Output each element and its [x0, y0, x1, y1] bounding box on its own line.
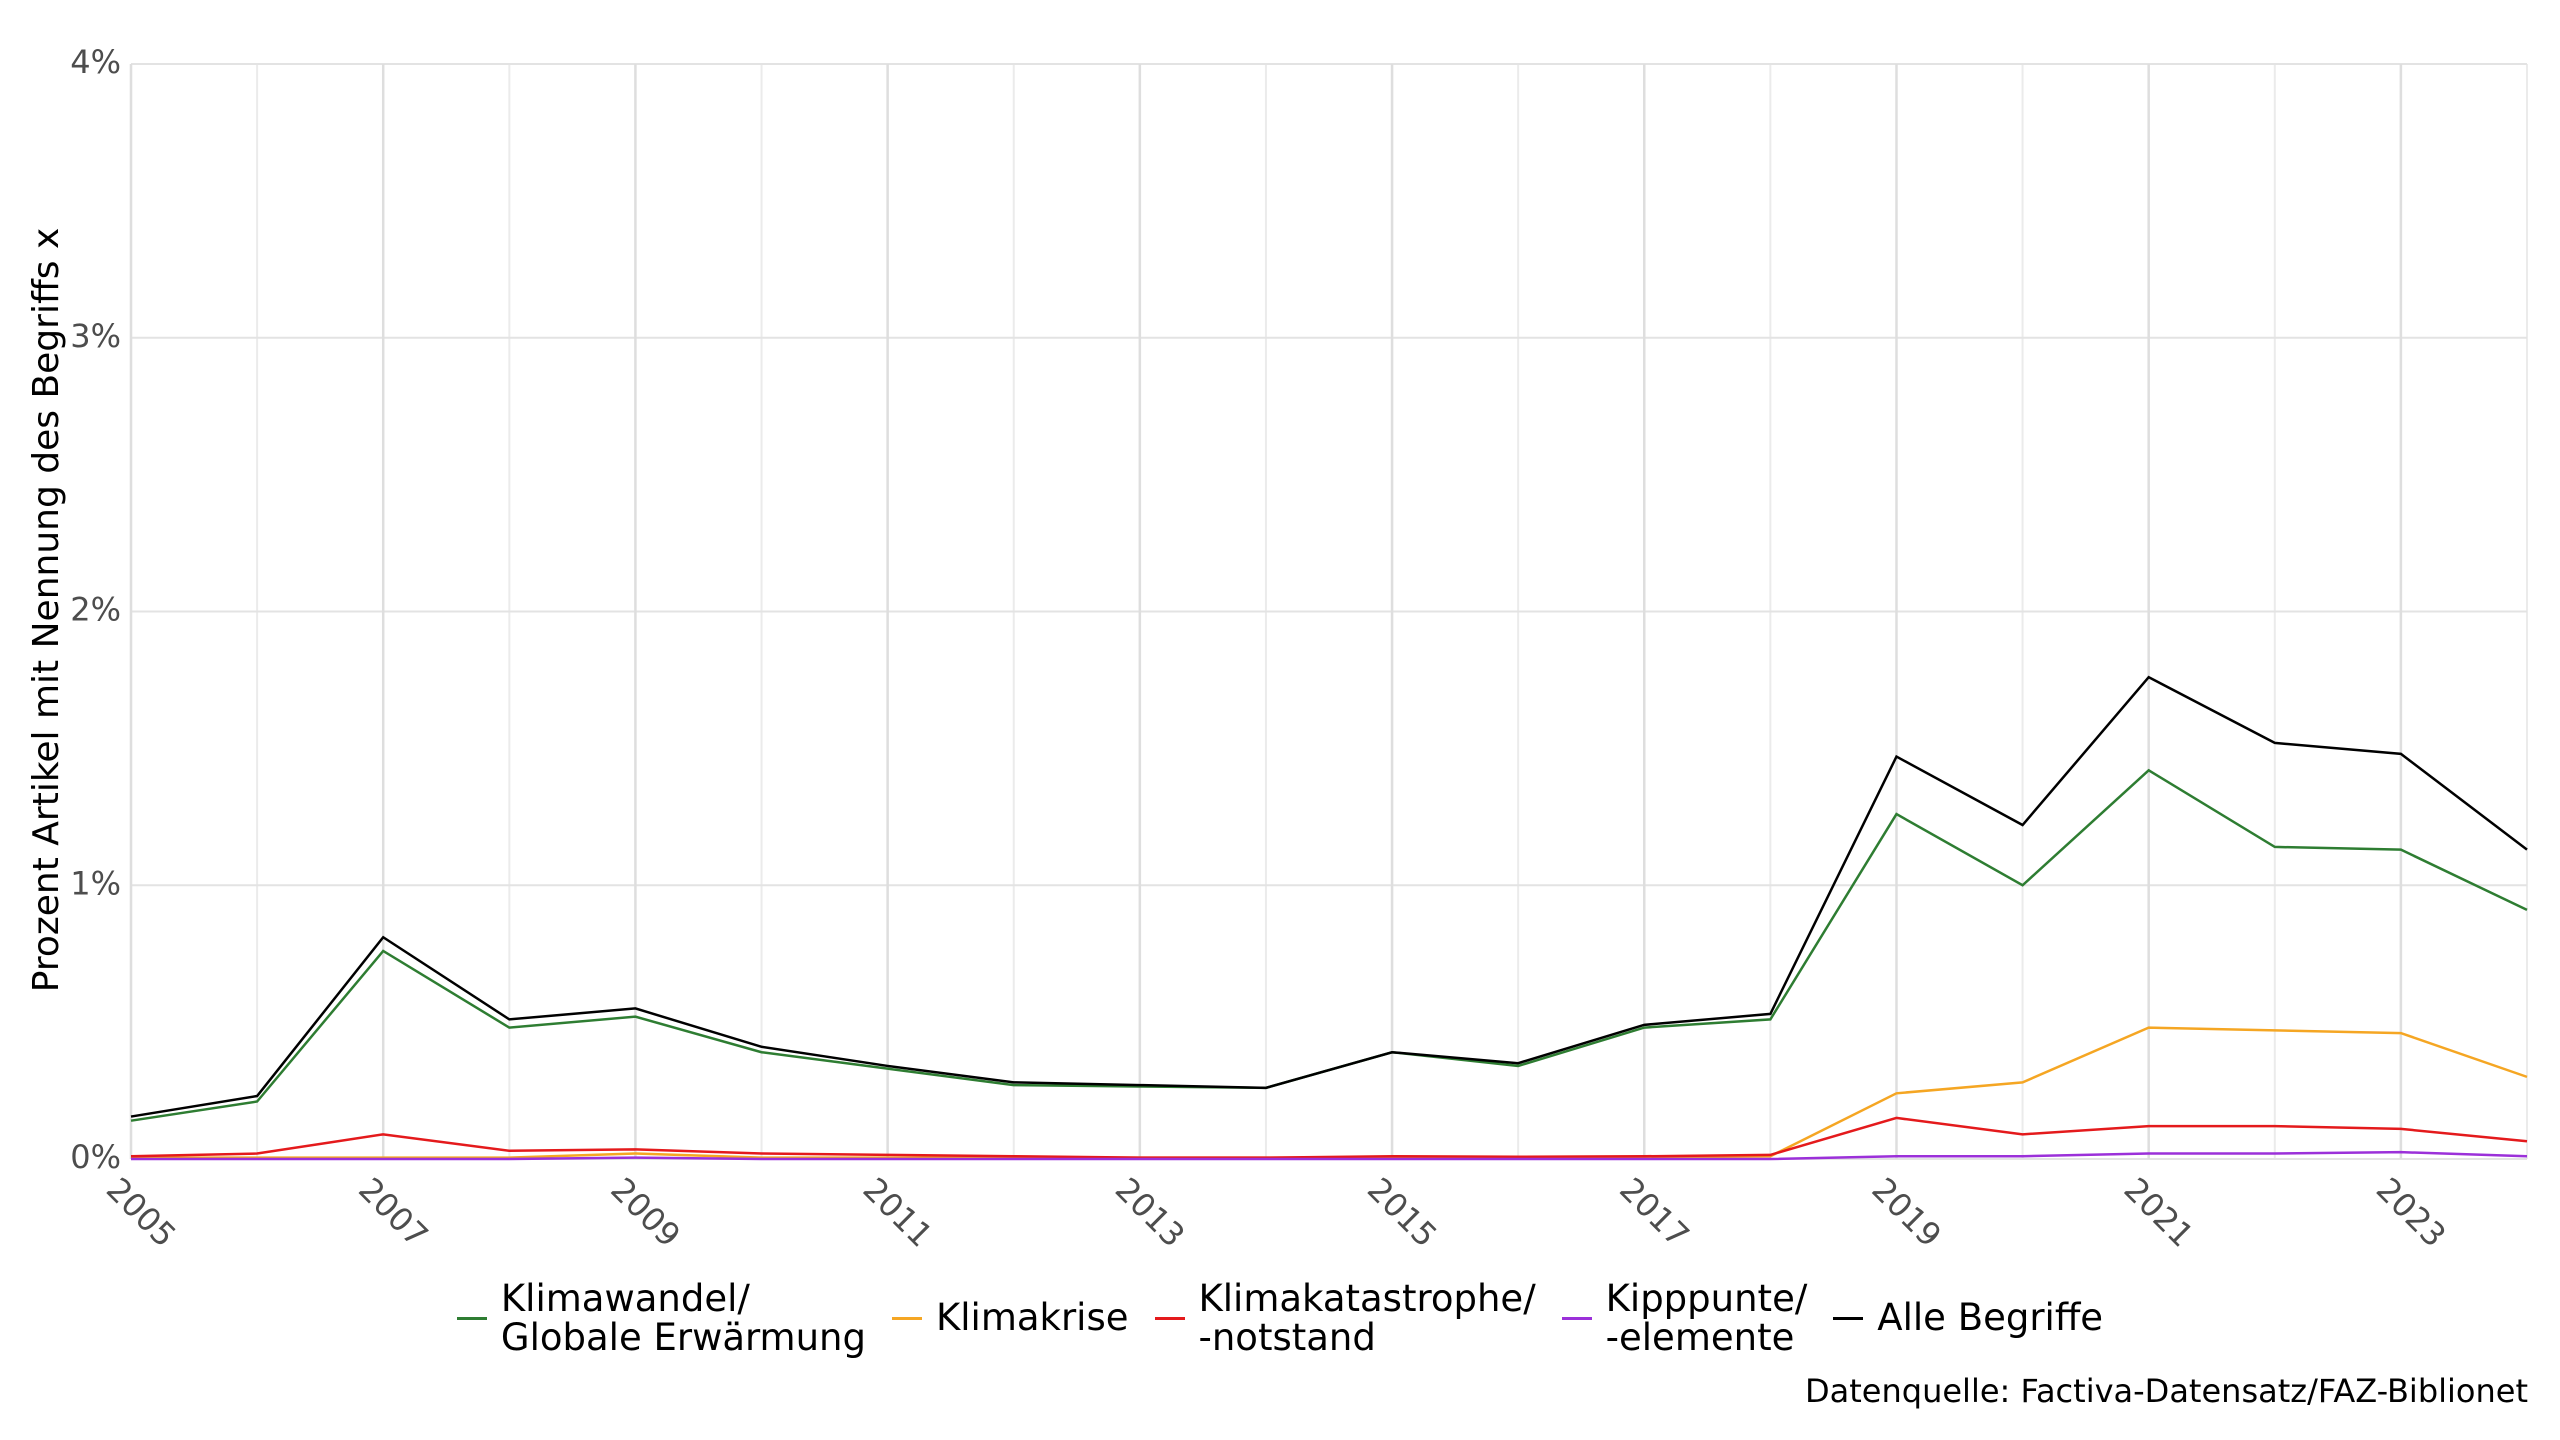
- legend-label: Klimakrise: [936, 1296, 1129, 1340]
- series-line: [130, 1116, 2528, 1159]
- x-tick-label: 2007: [351, 1170, 435, 1254]
- series-line: [131, 1150, 2528, 1161]
- legend-key: [1154, 1317, 1185, 1321]
- y-tick-label: 0%: [70, 1138, 121, 1176]
- legend-label: Kipppunte/ -elemente: [1605, 1277, 1808, 1359]
- y-tick-label: 3%: [70, 317, 121, 355]
- x-tick-label: 2015: [1360, 1170, 1444, 1254]
- x-tick-label: 2009: [603, 1170, 687, 1254]
- legend: Klimawandel/ Globale Erwärmung Klimakrise…: [0, 1277, 2560, 1359]
- series-line: [131, 1026, 2528, 1159]
- legend-item: Klimakrise: [892, 1299, 1129, 1338]
- legend-item: Alle Begriffe: [1833, 1299, 2103, 1338]
- legend-item: Klimawandel/ Globale Erwärmung: [456, 1277, 866, 1359]
- x-tick-label: 2021: [2117, 1170, 2201, 1254]
- x-tick-label: 2023: [2369, 1170, 2453, 1254]
- legend-label: Klimakatastrophe/ -notstand: [1198, 1277, 1536, 1359]
- legend-label: Alle Begriffe: [1877, 1296, 2104, 1340]
- legend-key: [456, 1317, 487, 1321]
- legend-key: [1561, 1317, 1592, 1321]
- legend-key: [1833, 1317, 1864, 1321]
- legend-label: Klimawandel/ Globale Erwärmung: [500, 1277, 866, 1359]
- series-line: [130, 768, 2528, 1122]
- legend-key: [892, 1317, 922, 1321]
- series-line: [130, 675, 2528, 1118]
- x-tick-label: 2017: [1612, 1170, 1696, 1254]
- x-tick-label: 2013: [1108, 1170, 1192, 1254]
- x-tick-label: 2019: [1864, 1170, 1948, 1254]
- legend-item: Klimakatastrophe/ -notstand: [1154, 1277, 1536, 1359]
- legend-item: Kipppunte/ -elemente: [1561, 1277, 1808, 1359]
- x-tick-label: 2005: [99, 1170, 183, 1254]
- y-axis-label: Prozent Artikel mit Nennung des Begriffs…: [26, 228, 67, 993]
- x-tick-label: 2011: [856, 1170, 940, 1254]
- y-tick-label: 2%: [70, 591, 121, 629]
- y-tick-label: 1%: [70, 864, 121, 902]
- y-tick-label: 4%: [70, 43, 121, 81]
- source-note: Datenquelle: Factiva-Datensatz/FAZ-Bibli…: [1805, 1372, 2528, 1410]
